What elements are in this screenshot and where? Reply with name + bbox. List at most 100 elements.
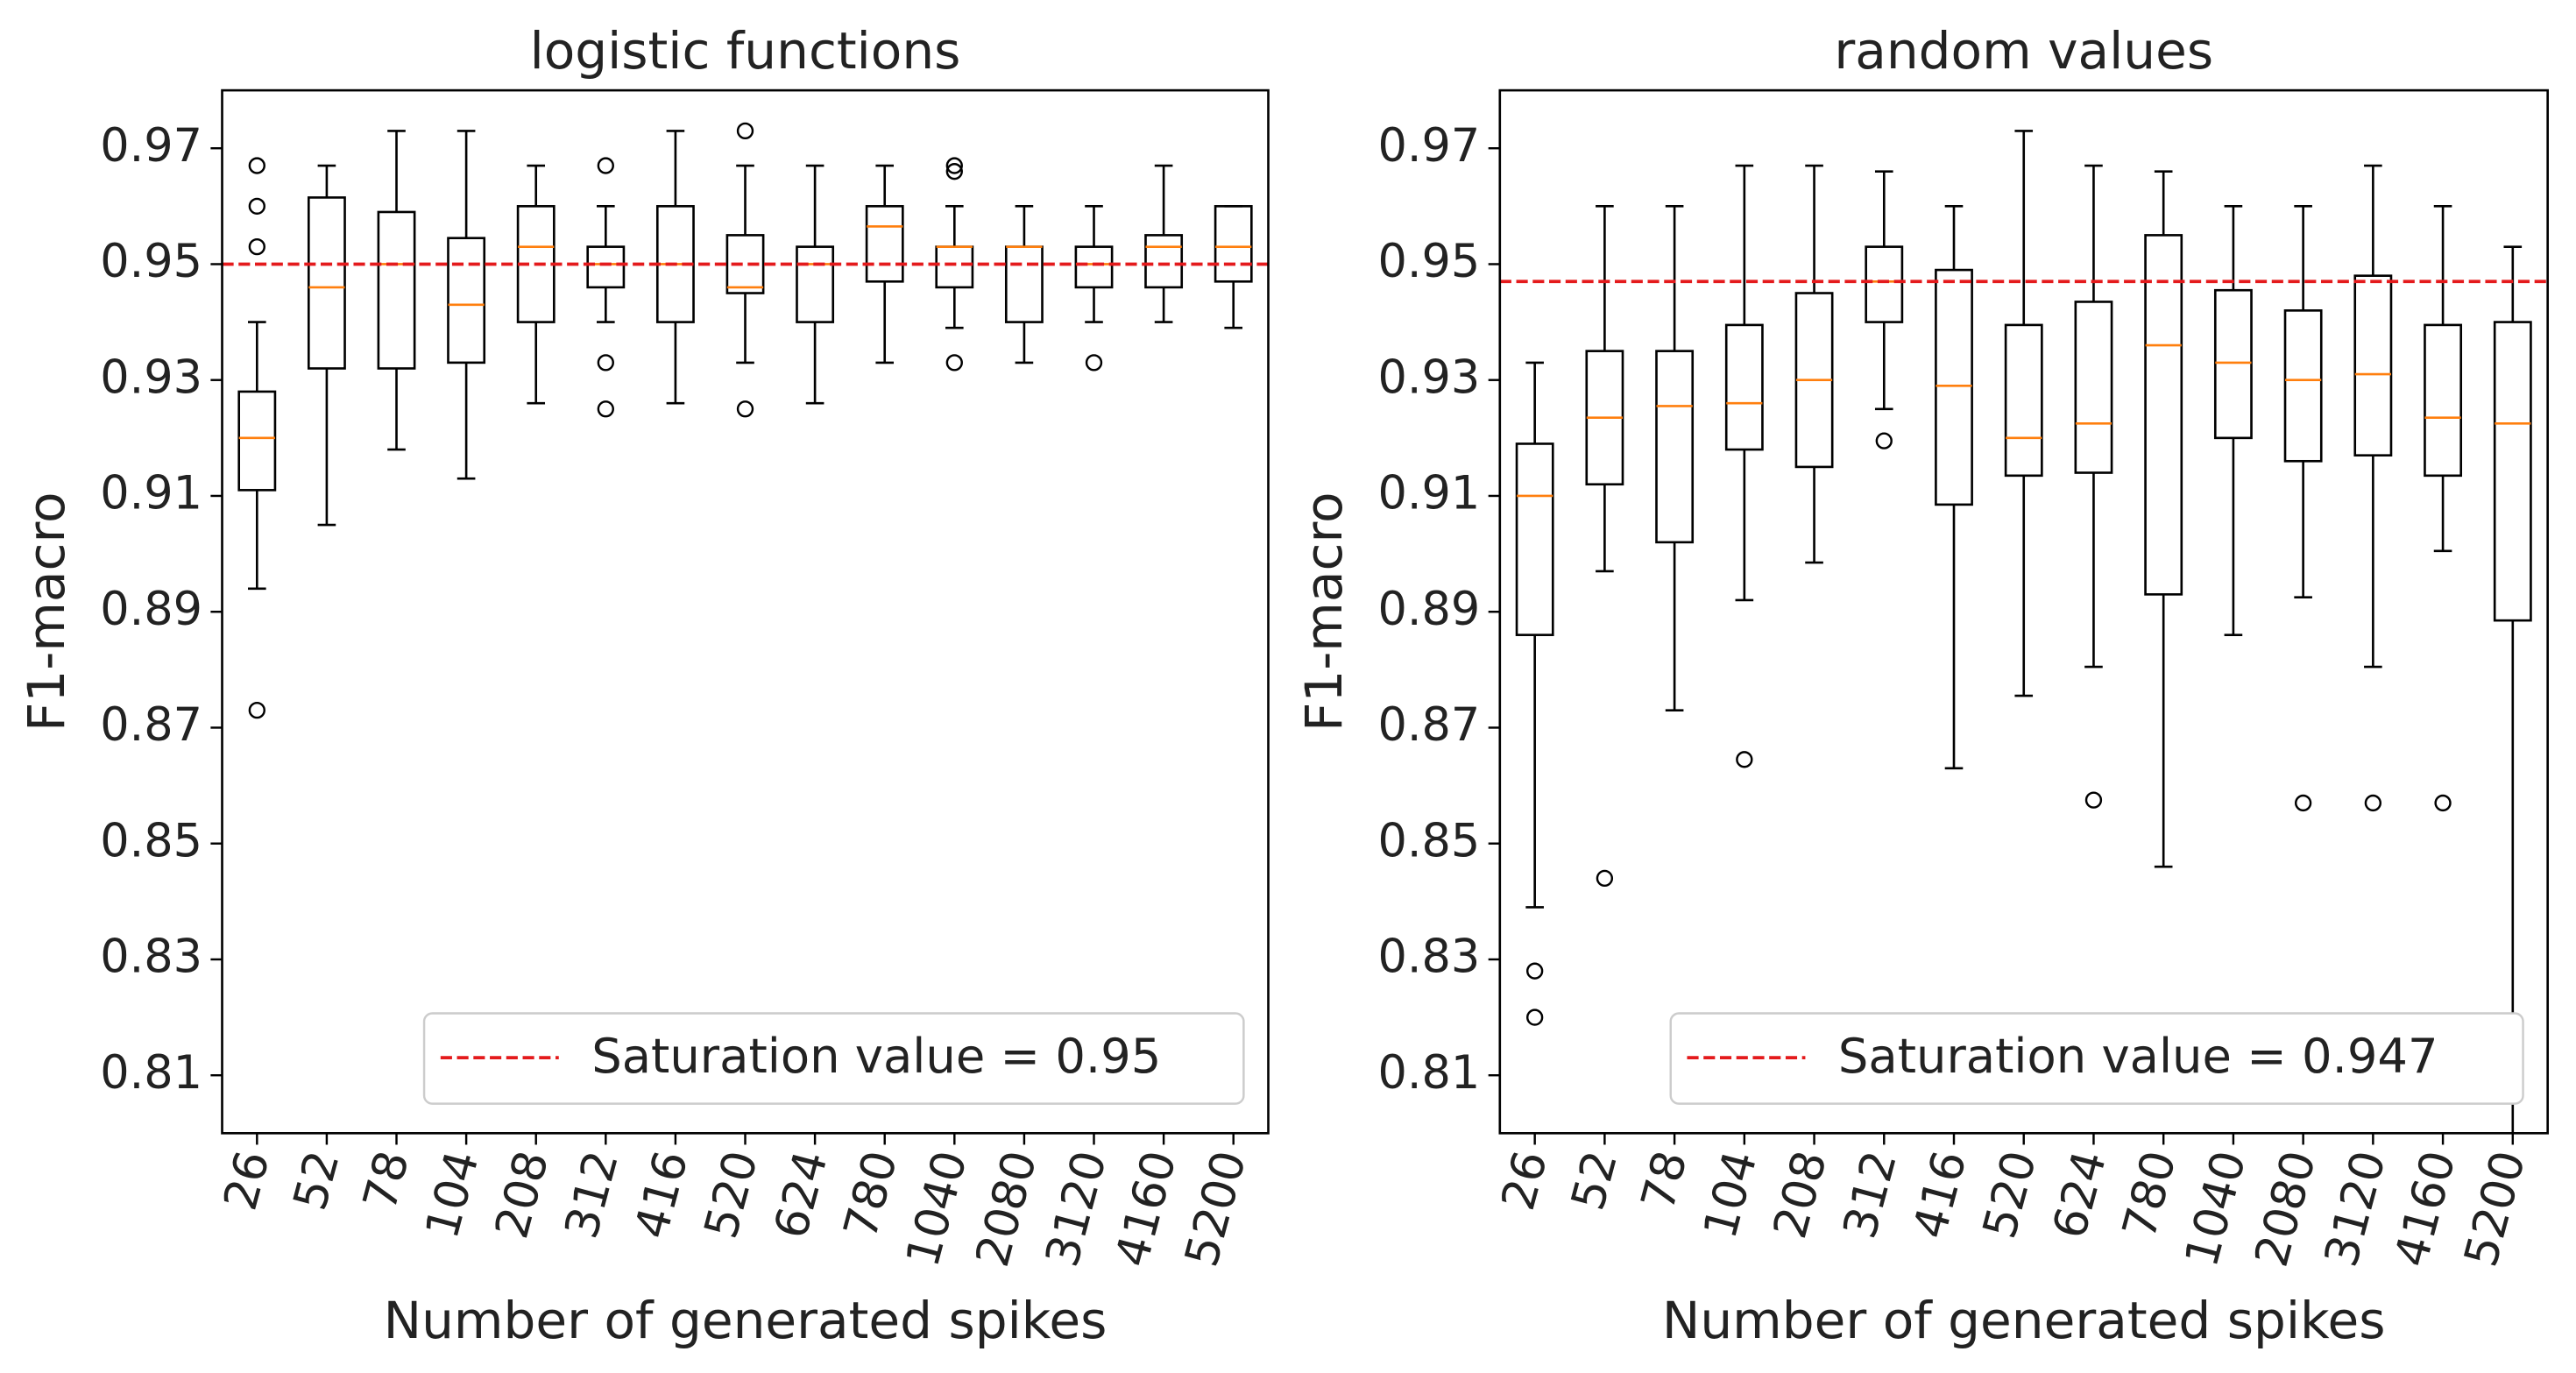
y-tick-label: 0.81 <box>1377 1046 1480 1100</box>
box <box>1865 245 1904 323</box>
x-axis-label: Number of generated spikes <box>384 1291 1108 1350</box>
x-tick-label: 3120 <box>2315 1145 2396 1272</box>
flier <box>1596 869 1614 888</box>
x-tick-label: 416 <box>1903 1145 1978 1244</box>
y-tick-label: 0.87 <box>100 698 202 752</box>
box <box>586 245 626 289</box>
flier <box>945 157 963 174</box>
flier <box>1875 432 1893 449</box>
flier <box>945 354 963 372</box>
y-tick-label: 0.89 <box>100 583 202 636</box>
legend: Saturation value = 0.95 <box>422 1012 1245 1105</box>
x-tick-label: 1040 <box>2175 1145 2256 1272</box>
box <box>725 234 765 294</box>
flier <box>1526 962 1544 980</box>
panel-title: logistic functions <box>530 21 961 81</box>
y-tick-label: 0.95 <box>1377 235 1480 288</box>
x-tick-label: 52 <box>1561 1145 1628 1215</box>
legend-box <box>1669 1012 2524 1105</box>
box <box>2074 301 2113 474</box>
flier <box>248 157 265 174</box>
x-tick-label: 78 <box>1631 1145 1698 1215</box>
box <box>237 390 277 492</box>
y-tick-label: 0.85 <box>1377 814 1480 867</box>
legend-label: Saturation value = 0.95 <box>591 1029 1161 1084</box>
x-tick-label: 780 <box>834 1145 909 1244</box>
flier <box>2434 794 2452 812</box>
box <box>1074 245 1114 289</box>
box <box>2004 323 2043 478</box>
y-tick-label: 0.95 <box>100 235 202 288</box>
x-tick-label: 624 <box>2042 1145 2117 1244</box>
box <box>1655 350 1695 544</box>
legend-label: Saturation value = 0.947 <box>1838 1029 2438 1084</box>
box <box>1144 234 1184 289</box>
flier <box>2364 794 2382 812</box>
flier <box>1085 354 1103 372</box>
box <box>796 245 835 323</box>
flier <box>945 163 963 180</box>
flier <box>597 157 614 174</box>
box <box>307 196 346 370</box>
box <box>2424 323 2463 478</box>
flier <box>248 237 265 256</box>
y-tick-label: 0.89 <box>1377 583 1480 636</box>
x-axis-label: Number of generated spikes <box>1662 1291 2386 1350</box>
y-tick-label: 0.87 <box>1377 698 1480 752</box>
flier <box>597 400 614 418</box>
flier <box>597 354 614 372</box>
x-tick-label: 208 <box>485 1145 560 1244</box>
x-tick-label: 4160 <box>1105 1145 1186 1272</box>
flier <box>1736 751 1753 768</box>
x-tick-label: 3120 <box>1036 1145 1117 1272</box>
box <box>1724 323 1764 451</box>
plot-area <box>222 122 1269 719</box>
panel-title: random values <box>1834 21 2213 81</box>
box <box>2283 309 2323 463</box>
flier <box>2084 791 2103 809</box>
x-tick-label: 208 <box>1763 1145 1837 1244</box>
x-tick-label: 780 <box>2112 1145 2187 1244</box>
y-tick-label: 0.93 <box>100 350 202 404</box>
legend-box <box>422 1012 1245 1105</box>
y-tick-label: 0.85 <box>100 814 202 867</box>
x-tick-label: 104 <box>415 1145 490 1244</box>
y-tick-label: 0.93 <box>1377 350 1480 404</box>
x-tick-label: 78 <box>353 1145 420 1215</box>
box <box>1935 268 1973 506</box>
box <box>2144 234 2183 596</box>
x-tick-label: 520 <box>1973 1145 2048 1244</box>
y-axis-label: F1-macro <box>17 492 76 732</box>
panel: random values F1-macro Number of generated… <box>1294 21 2549 1350</box>
x-tick-label: 5200 <box>1175 1145 1256 1272</box>
box <box>865 205 904 283</box>
box <box>2493 321 2532 622</box>
flier <box>736 122 754 140</box>
box <box>935 245 974 289</box>
y-tick-label: 0.83 <box>1377 931 1480 984</box>
x-tick-label: 104 <box>1694 1145 1768 1244</box>
y-tick-label: 0.83 <box>100 931 202 984</box>
legend: Saturation value = 0.947 <box>1669 1012 2524 1105</box>
x-tick-label: 26 <box>214 1145 280 1215</box>
x-tick-label: 1040 <box>896 1145 978 1272</box>
y-tick-label: 0.91 <box>1377 467 1480 520</box>
box <box>1214 205 1253 283</box>
x-tick-label: 312 <box>555 1145 629 1244</box>
y-tick-label: 0.97 <box>1377 119 1480 173</box>
y-tick-label: 0.97 <box>100 119 202 173</box>
plot-area <box>1499 130 2548 1134</box>
y-tick-label: 0.91 <box>100 467 202 520</box>
x-tick-label: 5200 <box>2454 1145 2536 1272</box>
flier <box>248 701 265 719</box>
x-tick-label: 312 <box>1833 1145 1907 1244</box>
box <box>447 237 486 364</box>
x-tick-label: 520 <box>694 1145 768 1244</box>
x-tick-label: 624 <box>764 1145 839 1244</box>
box <box>2353 274 2393 456</box>
x-tick-label: 2080 <box>2245 1145 2326 1272</box>
flier <box>248 197 265 215</box>
y-axis-label: F1-macro <box>1294 492 1354 732</box>
